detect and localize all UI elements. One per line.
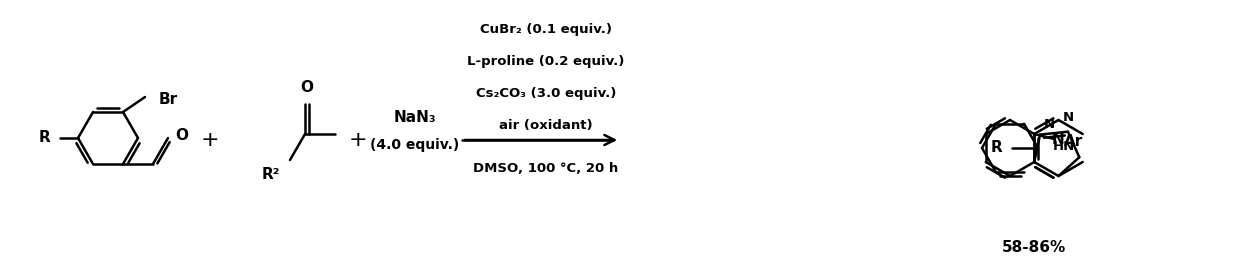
Text: O: O — [300, 80, 314, 95]
Text: O: O — [175, 128, 188, 143]
Text: R: R — [38, 131, 50, 146]
Text: NaN₃: NaN₃ — [393, 110, 436, 125]
Text: L-proline (0.2 equiv.): L-proline (0.2 equiv.) — [467, 55, 625, 69]
Text: R: R — [991, 141, 1002, 156]
Text: air (oxidant): air (oxidant) — [500, 119, 593, 132]
Text: Br: Br — [159, 91, 179, 107]
Text: Ar: Ar — [1064, 134, 1084, 150]
Text: DMSO, 100 °C, 20 h: DMSO, 100 °C, 20 h — [474, 162, 619, 175]
Text: CuBr₂ (0.1 equiv.): CuBr₂ (0.1 equiv.) — [480, 23, 613, 36]
Text: HN: HN — [1053, 140, 1075, 153]
Text: N: N — [1063, 111, 1074, 124]
Text: +: + — [201, 130, 219, 150]
Text: N: N — [1052, 132, 1065, 147]
Text: R²: R² — [262, 167, 280, 182]
Text: +: + — [348, 130, 367, 150]
Text: 58-86%: 58-86% — [1002, 240, 1066, 255]
Text: (4.0 equiv.): (4.0 equiv.) — [371, 138, 460, 152]
Text: Cs₂CO₃ (3.0 equiv.): Cs₂CO₃ (3.0 equiv.) — [476, 88, 616, 100]
Text: N: N — [1044, 118, 1055, 131]
